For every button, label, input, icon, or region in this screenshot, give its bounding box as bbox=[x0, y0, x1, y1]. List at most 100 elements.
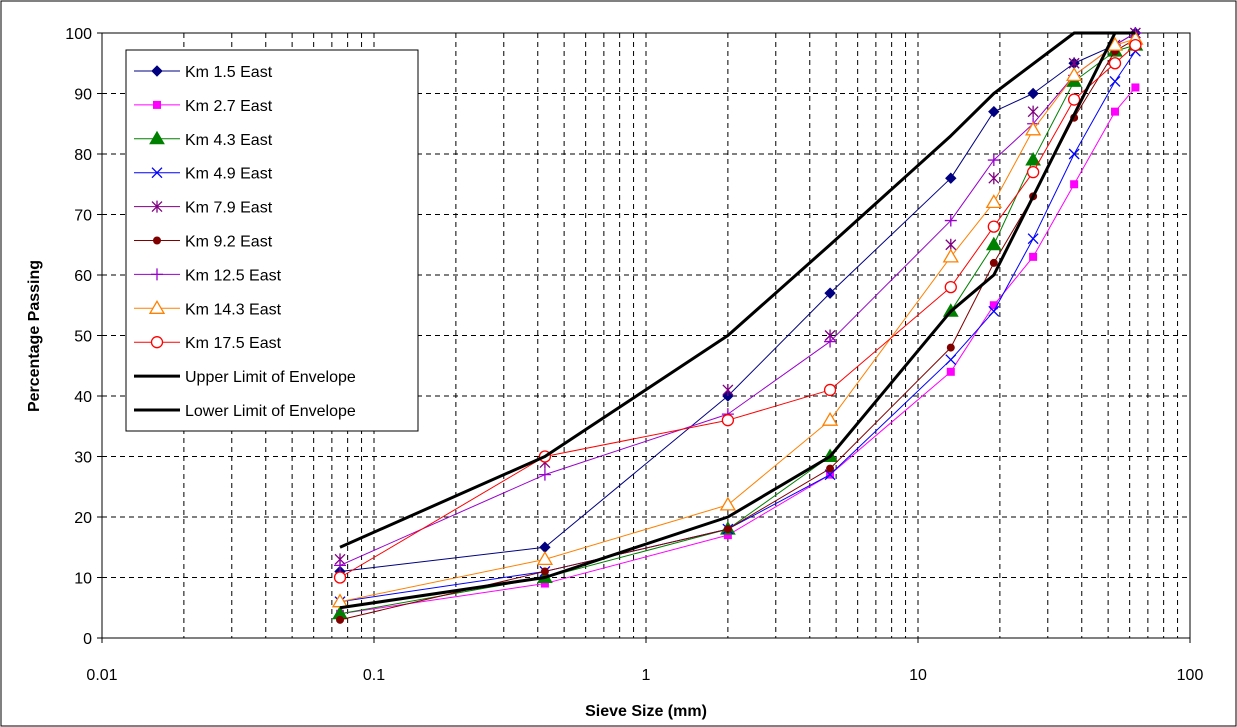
y-tick-label: 80 bbox=[74, 147, 92, 164]
data-point bbox=[1027, 105, 1039, 118]
data-point bbox=[540, 567, 549, 576]
legend-label: Km 14.3 East bbox=[185, 301, 282, 318]
x-axis-title: Sieve Size (mm) bbox=[585, 703, 707, 720]
y-tick-label: 40 bbox=[74, 389, 92, 406]
y-tick-label: 70 bbox=[74, 208, 92, 225]
data-point bbox=[945, 354, 957, 366]
data-point bbox=[536, 551, 554, 565]
legend-marker bbox=[151, 65, 163, 77]
y-tick-label: 10 bbox=[74, 571, 92, 588]
x-tick-label: 10 bbox=[909, 667, 927, 684]
series-line bbox=[339, 38, 1136, 621]
legend-item: Km 17.5 East bbox=[134, 335, 282, 352]
data-point bbox=[946, 343, 955, 352]
legend-label: Km 1.5 East bbox=[185, 64, 273, 81]
data-point bbox=[538, 468, 551, 481]
legend-item: Km 12.5 East bbox=[134, 267, 282, 284]
legend-marker bbox=[148, 300, 166, 314]
series-9 bbox=[333, 38, 1142, 584]
data-point bbox=[945, 172, 957, 184]
legend-label: Km 9.2 East bbox=[185, 234, 273, 251]
data-point bbox=[719, 496, 737, 511]
data-point bbox=[1068, 148, 1080, 160]
legend-item: Km 2.7 East bbox=[134, 98, 273, 115]
x-tick-label: 1 bbox=[642, 667, 651, 684]
legend-item: Lower Limit of Envelope bbox=[134, 403, 356, 420]
data-point bbox=[1111, 107, 1120, 116]
legend-label: Upper Limit of Envelope bbox=[185, 369, 356, 386]
series-layer bbox=[331, 27, 1144, 624]
data-point bbox=[987, 220, 1000, 233]
series-line bbox=[339, 31, 1136, 610]
legend-label: Km 4.3 East bbox=[185, 132, 273, 149]
data-point bbox=[1131, 83, 1140, 92]
x-tick-label: 100 bbox=[1177, 667, 1204, 684]
data-point bbox=[942, 248, 959, 263]
data-point bbox=[1109, 75, 1121, 87]
legend-label: Km 2.7 East bbox=[185, 98, 273, 115]
y-tick-label: 0 bbox=[83, 631, 92, 648]
data-point bbox=[1066, 67, 1083, 81]
series-line bbox=[339, 87, 1136, 615]
y-tick-label: 100 bbox=[65, 26, 92, 43]
series-line bbox=[339, 44, 1136, 578]
series-8 bbox=[331, 30, 1144, 608]
data-point bbox=[823, 383, 837, 397]
series-line bbox=[339, 31, 1136, 549]
data-point bbox=[944, 280, 957, 294]
legend-marker bbox=[149, 130, 165, 145]
y-tick-label: 30 bbox=[74, 450, 92, 467]
data-point bbox=[988, 172, 1000, 185]
data-point bbox=[985, 236, 1002, 251]
data-point bbox=[1070, 180, 1079, 189]
data-point bbox=[334, 559, 347, 572]
data-point bbox=[721, 414, 735, 427]
data-point bbox=[821, 411, 839, 426]
data-point bbox=[722, 390, 734, 402]
legend-marker bbox=[151, 167, 163, 179]
data-point bbox=[1027, 233, 1039, 245]
legend-item: Km 4.3 East bbox=[134, 130, 273, 149]
legend-item: Upper Limit of Envelope bbox=[134, 369, 356, 386]
data-point bbox=[824, 287, 836, 299]
data-point bbox=[1029, 252, 1038, 261]
legend-marker bbox=[153, 100, 161, 109]
y-tick-labels: 0 10 20 30 40 50 60 70 80 90 100 bbox=[65, 26, 102, 648]
legend: Km 1.5 East Km 2.7 East Km 4.3 East Km 4.9 … bbox=[125, 49, 419, 432]
data-point bbox=[824, 335, 837, 348]
series-line bbox=[339, 32, 1136, 572]
data-point bbox=[988, 105, 1000, 118]
data-point bbox=[946, 367, 955, 376]
legend-item: Km 14.3 East bbox=[134, 300, 282, 318]
data-point bbox=[723, 525, 732, 534]
x-tick-label: 0.01 bbox=[86, 667, 117, 684]
data-point bbox=[1106, 36, 1124, 51]
y-tick-label: 60 bbox=[74, 268, 92, 285]
legend-item: Km 7.9 East bbox=[134, 200, 273, 217]
legend-label: Km 17.5 East bbox=[185, 335, 282, 352]
series-11 bbox=[339, 31, 1136, 610]
data-point bbox=[1025, 152, 1041, 166]
data-point bbox=[722, 383, 734, 396]
legend-label: Lower Limit of Envelope bbox=[185, 403, 356, 420]
legend-label: Km 4.9 East bbox=[185, 166, 273, 183]
legend-item: Km 4.9 East bbox=[134, 166, 273, 183]
x-tick-labels: 0.01 0.1 1 10 100 bbox=[86, 638, 1203, 684]
data-point bbox=[1067, 93, 1081, 106]
data-point bbox=[1129, 38, 1142, 52]
data-point bbox=[944, 214, 957, 227]
data-point bbox=[1027, 87, 1039, 100]
data-point bbox=[987, 154, 1000, 167]
legend-label: Km 12.5 East bbox=[185, 267, 282, 284]
y-tick-label: 90 bbox=[74, 87, 92, 104]
data-point bbox=[826, 464, 835, 473]
legend-marker bbox=[153, 236, 161, 245]
legend-label: Km 7.9 East bbox=[185, 200, 273, 217]
legend-marker bbox=[151, 200, 163, 213]
data-point bbox=[333, 571, 347, 584]
x-tick-label: 0.1 bbox=[363, 667, 385, 684]
series-10 bbox=[339, 31, 1136, 549]
data-point bbox=[988, 305, 1000, 317]
y-tick-label: 20 bbox=[74, 510, 92, 527]
